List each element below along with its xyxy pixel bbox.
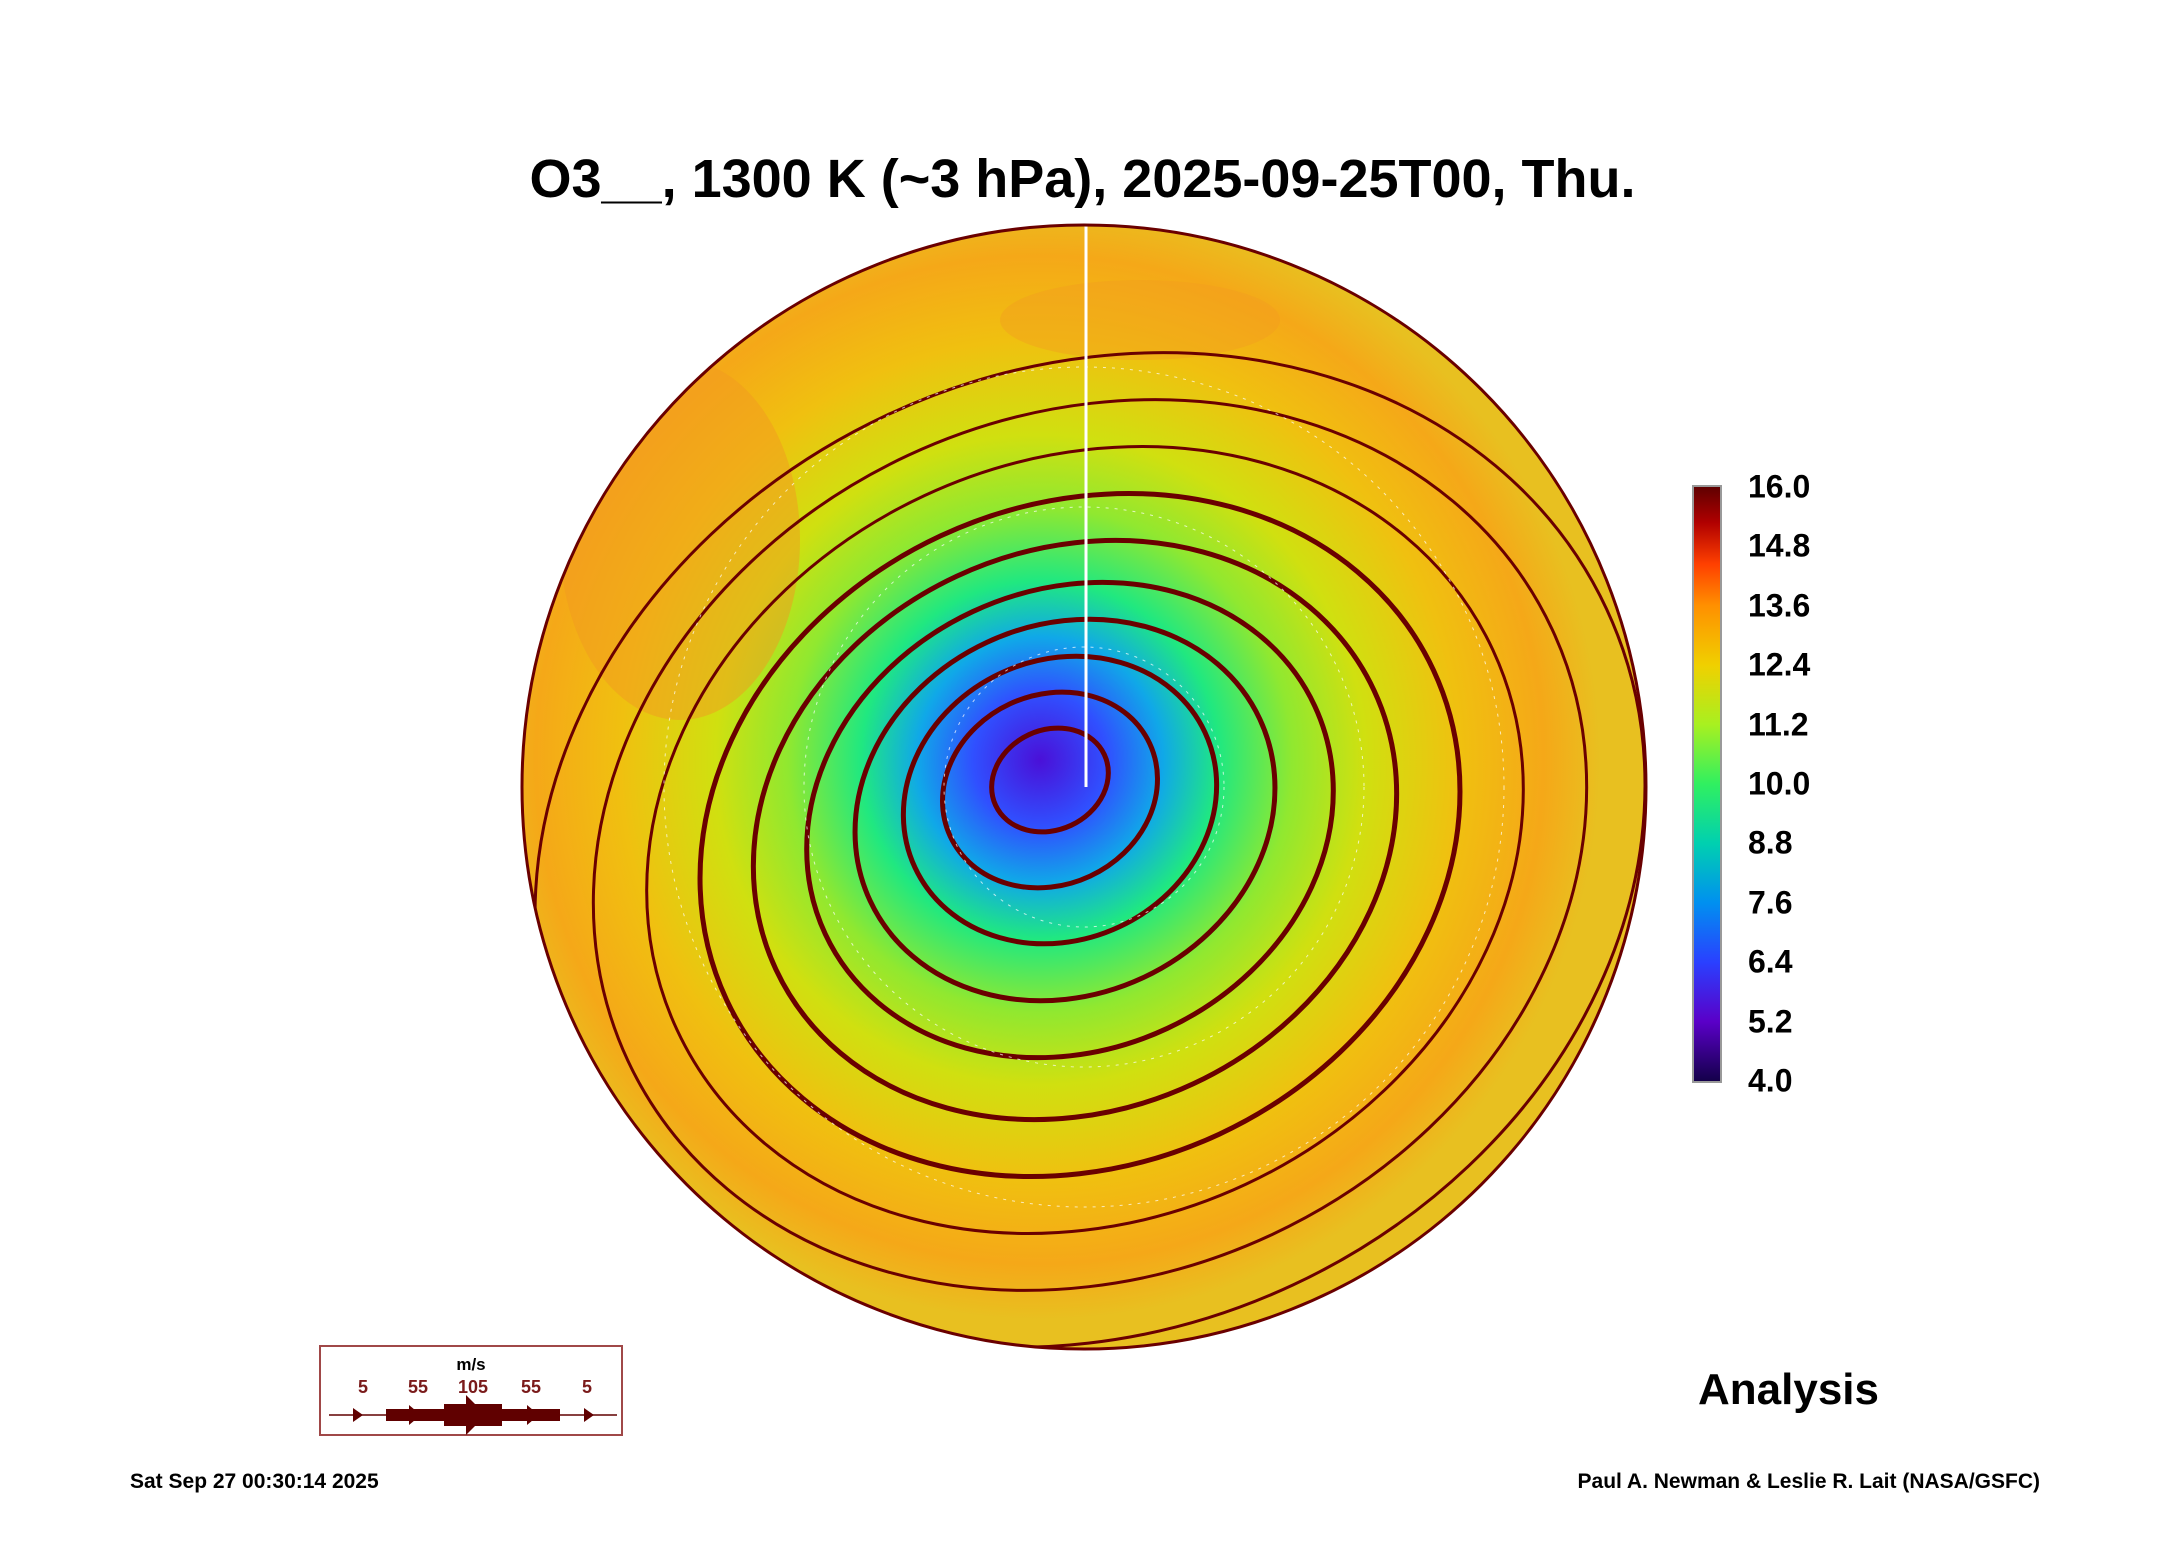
colorbar-tick-label: 6.4 [1748, 943, 1793, 980]
wind-legend: m/s 5 55 105 55 5 [319, 1345, 623, 1436]
latitude-gridline [803, 506, 1365, 1068]
latitude-gridline [943, 646, 1225, 928]
wind-streamline [591, 398, 1589, 1292]
disk-edge [520, 223, 1648, 1351]
wind-streamline [750, 537, 1400, 1123]
colorbar [1692, 485, 1722, 1083]
wind-streamline [989, 725, 1111, 835]
wind-streamline [645, 445, 1525, 1235]
colorbar-tick-label: 5.2 [1748, 1003, 1793, 1040]
wind-streamline [940, 689, 1160, 891]
timestamp: Sat Sep 27 00:30:14 2025 [130, 1470, 379, 1493]
wind-label: 5 [581, 1377, 593, 1397]
ozone-maximum-region [560, 360, 800, 720]
colorbar-tick-label: 10.0 [1748, 765, 1811, 802]
wind-label: 55 [520, 1377, 542, 1397]
wind-streamline [852, 616, 1278, 1004]
wind-streamline [804, 579, 1336, 1061]
colorbar-tick-label: 11.2 [1748, 706, 1809, 743]
wind-unit: m/s [456, 1355, 486, 1374]
wind-arrow-scale [329, 1395, 617, 1435]
credit: Paul A. Newman & Leslie R. Lait (NASA/GS… [1577, 1470, 2040, 1493]
chart-title: O3__, 1300 K (~3 hPa), 2025-09-25T00, Th… [529, 149, 1636, 209]
colorbar-tick-label: 7.6 [1748, 884, 1793, 921]
wind-label: 5 [357, 1377, 369, 1397]
wind-label: 105 [457, 1377, 489, 1397]
wind-streamline [900, 653, 1220, 947]
colorbar-tick-label: 14.8 [1748, 527, 1811, 564]
colorbar-tick-label: 4.0 [1748, 1062, 1793, 1099]
analysis-label: Analysis [1698, 1365, 1879, 1414]
wind-label: 55 [407, 1377, 429, 1397]
ozone-maximum-region [1000, 280, 1280, 360]
wind-streamline [697, 491, 1463, 1179]
latitude-gridline [663, 366, 1505, 1208]
colorbar-tick-label: 12.4 [1748, 646, 1811, 683]
colorbar-tick-label: 8.8 [1748, 824, 1793, 861]
colorbar-tick-label: 13.6 [1748, 587, 1811, 624]
colorbar-tick-label: 16.0 [1748, 468, 1811, 505]
